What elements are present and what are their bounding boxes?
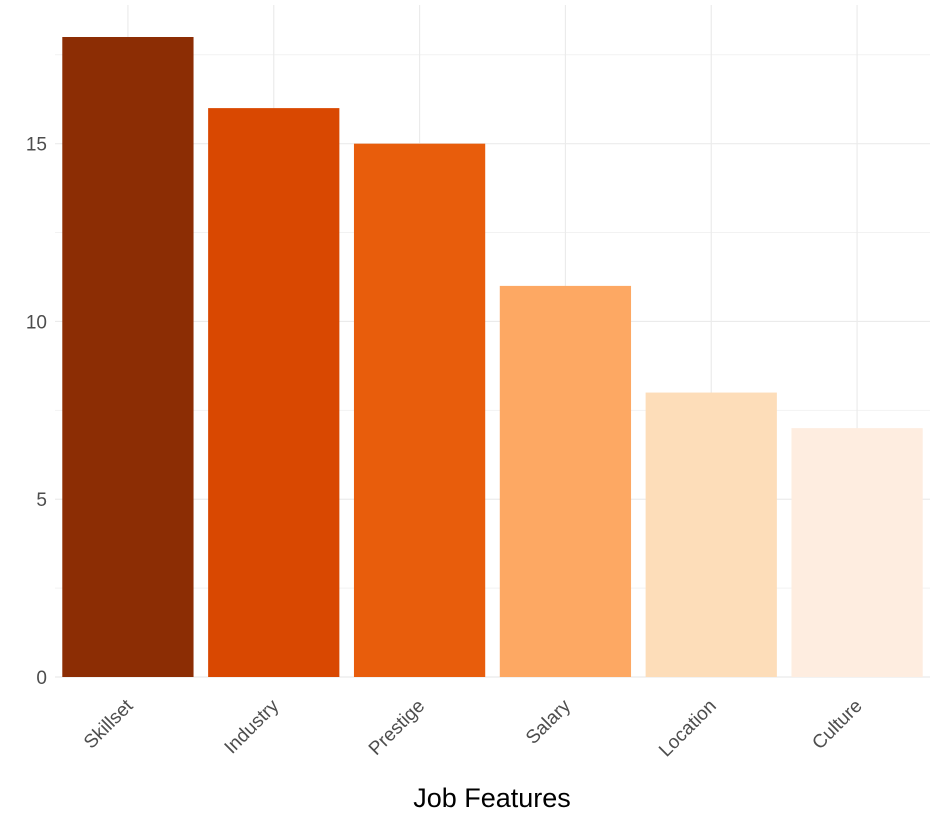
x-tick-label-salary: Salary	[522, 695, 575, 748]
bar-prestige	[353, 143, 486, 677]
x-tick-label-culture: Culture	[808, 696, 866, 754]
y-axis-ticks: 0 5 10 15	[26, 135, 47, 689]
y-tick-label: 0	[36, 668, 47, 689]
bar-culture	[791, 428, 923, 677]
x-tick-label-prestige: Prestige	[365, 696, 429, 760]
x-tick-label-location: Location	[655, 696, 721, 762]
x-axis-title: Job Features	[413, 783, 571, 813]
bar-skillset	[62, 37, 194, 677]
y-tick-label: 5	[36, 490, 47, 511]
y-tick-label: 15	[26, 135, 47, 156]
x-tick-label-skillset: Skillset	[80, 695, 138, 753]
y-tick-label: 10	[26, 312, 47, 333]
bars	[62, 37, 923, 678]
x-tick-label-industry: Industry	[221, 695, 284, 758]
x-axis-ticks: Skillset Industry Prestige Salary Location Cu…	[80, 695, 867, 761]
bar-location	[645, 392, 777, 677]
bar-salary	[499, 285, 632, 677]
bar-industry	[208, 108, 340, 678]
